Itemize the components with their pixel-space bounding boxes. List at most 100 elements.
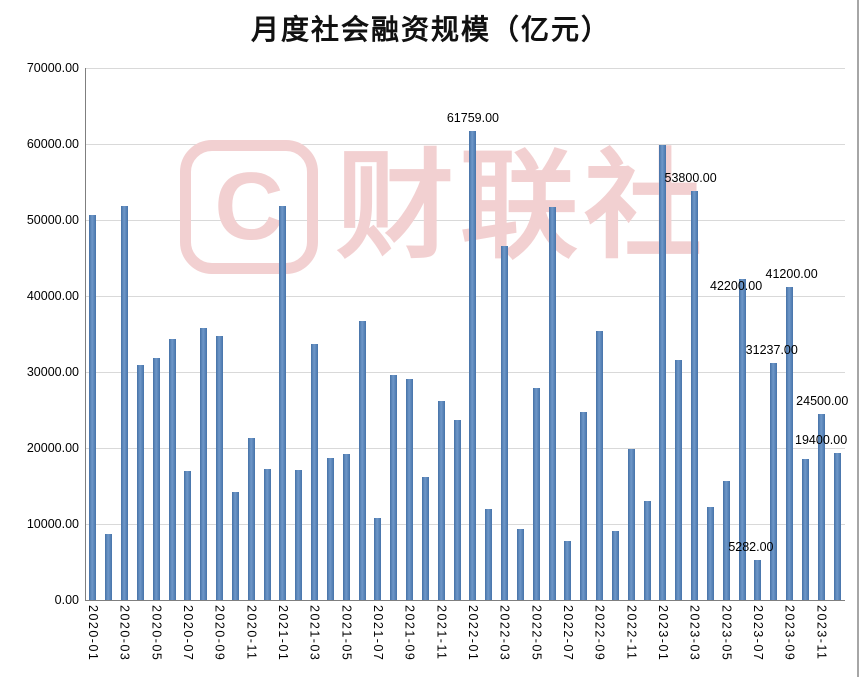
bar-2022-01	[469, 130, 477, 600]
bar-2022-12	[643, 500, 651, 600]
data-label-2023-09: 41200.00	[765, 266, 818, 281]
bar-2023-05	[722, 481, 730, 600]
x-tick-label: 2021-01	[275, 605, 290, 662]
y-tick-label: 30000.00	[26, 365, 79, 379]
data-label-2023-11: 24500.00	[796, 393, 849, 408]
bar-2021-11	[437, 401, 445, 600]
bar-2020-01	[89, 214, 97, 600]
gridline	[85, 144, 845, 145]
bar-2022-11	[627, 449, 635, 600]
x-tick-label: 2023-11	[814, 605, 829, 661]
x-tick-label: 2023-03	[687, 605, 702, 662]
bar-2021-07	[374, 518, 382, 600]
gridline	[85, 524, 845, 525]
gridline	[85, 448, 845, 449]
y-tick-label: 20000.00	[26, 441, 79, 455]
y-tick-label: 0.00	[54, 593, 79, 607]
watermark-logo-icon: C	[180, 140, 318, 274]
x-tick-label: 2023-09	[782, 605, 797, 662]
bar-2021-02	[295, 469, 303, 600]
x-tick-label: 2022-05	[529, 605, 544, 662]
gridline	[85, 220, 845, 221]
x-tick-label: 2023-07	[750, 605, 765, 662]
bar-2021-01	[279, 206, 287, 600]
bar-2021-06	[358, 320, 366, 600]
watermark-brand-text: 财联社	[336, 141, 709, 273]
bar-2023-04	[706, 507, 714, 600]
data-label-2023-06: 42200.00	[710, 279, 763, 294]
chart-title: 月度社会融资规模（亿元）	[250, 15, 611, 46]
bar-2022-03	[501, 246, 509, 600]
bar-2020-12	[263, 469, 271, 600]
watermark-logo-letter: C	[214, 153, 284, 260]
x-tick-label: 2023-01	[655, 605, 670, 662]
watermark: C 财联社	[180, 140, 708, 274]
x-tick-label: 2020-05	[149, 605, 164, 662]
bar-2023-02	[675, 360, 683, 600]
bar-2020-11	[247, 437, 255, 600]
bar-2023-03	[691, 191, 699, 600]
bar-2020-07	[184, 471, 192, 600]
y-axis-line	[85, 68, 86, 601]
bar-2022-04	[516, 529, 524, 600]
x-tick-label: 2023-05	[719, 605, 734, 662]
bar-2022-02	[485, 508, 493, 600]
y-tick-label: 70000.00	[26, 61, 79, 75]
data-label-2022-01: 61759.00	[446, 110, 499, 125]
data-label-2023-03: 53800.00	[664, 171, 717, 186]
x-tick-label: 2021-07	[370, 605, 385, 662]
x-tick-label: 2020-01	[85, 605, 100, 662]
x-tick-label: 2020-07	[180, 605, 195, 662]
bar-2022-05	[532, 387, 540, 600]
x-tick-label: 2022-11	[624, 605, 639, 661]
bar-2023-10	[801, 459, 809, 600]
y-tick-label: 60000.00	[26, 137, 79, 151]
x-tick-label: 2021-09	[402, 605, 417, 662]
bar-2022-08	[580, 412, 588, 600]
bar-2023-11	[817, 413, 825, 600]
bar-2023-08	[770, 362, 778, 600]
bar-2020-03	[121, 205, 129, 600]
bar-2023-01	[659, 145, 667, 600]
bar-2020-05	[152, 357, 160, 600]
x-tick-label: 2022-01	[465, 605, 480, 662]
x-tick-label: 2020-11	[244, 605, 259, 661]
bar-2022-07	[564, 540, 572, 600]
bar-2022-09	[596, 330, 604, 600]
gridline	[85, 68, 845, 69]
bar-2020-10	[231, 492, 239, 600]
x-axis-line	[85, 600, 845, 601]
x-tick-label: 2021-11	[434, 605, 449, 661]
bar-2022-10	[611, 530, 619, 600]
x-tick-label: 2021-05	[339, 605, 354, 662]
bar-2020-09	[216, 336, 224, 600]
y-tick-label: 50000.00	[26, 213, 79, 227]
y-tick-label: 40000.00	[26, 289, 79, 303]
bar-2021-10	[421, 477, 429, 600]
bar-2023-07	[754, 559, 762, 600]
bar-2020-06	[168, 338, 176, 600]
x-tick-label: 2021-03	[307, 605, 322, 662]
x-tick-label: 2022-07	[560, 605, 575, 662]
bar-2023-12	[833, 452, 841, 600]
data-label-2023-07: 5282.00	[728, 539, 774, 554]
bar-2022-06	[548, 207, 556, 600]
bar-2021-12	[453, 420, 461, 600]
bar-2023-09	[786, 286, 794, 600]
data-label-2023-12: 19400.00	[795, 432, 848, 447]
bar-2023-06	[738, 279, 746, 600]
data-label-2023-08: 31237.00	[745, 342, 798, 357]
bar-2021-04	[326, 458, 334, 600]
window-edge	[857, 0, 859, 677]
x-tick-label: 2020-03	[117, 605, 132, 662]
y-tick-label: 10000.00	[26, 517, 79, 531]
bar-2020-08	[200, 327, 208, 600]
bar-2020-02	[105, 533, 113, 600]
bar-2021-08	[390, 374, 398, 600]
x-tick-label: 2022-03	[497, 605, 512, 662]
bar-2021-03	[311, 343, 319, 600]
bar-2021-05	[342, 453, 350, 600]
